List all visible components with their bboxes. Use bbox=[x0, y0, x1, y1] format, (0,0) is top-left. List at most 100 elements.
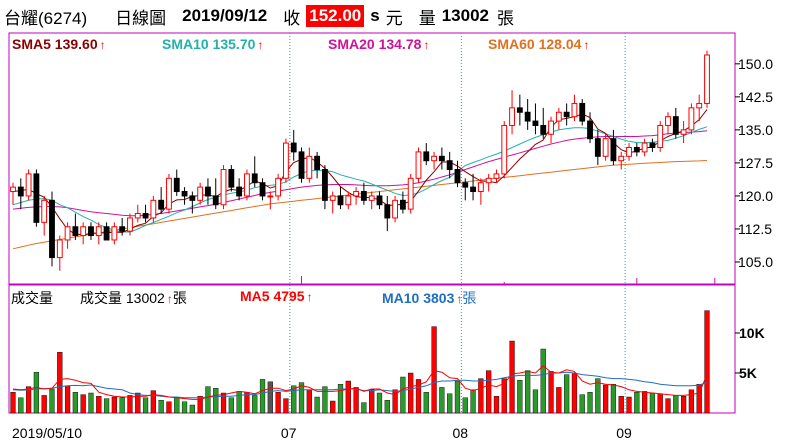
price-panel-frame bbox=[8, 32, 736, 285]
volume-bar bbox=[431, 326, 437, 414]
candle-body bbox=[228, 169, 235, 188]
candle-body bbox=[111, 226, 118, 241]
volume-bar bbox=[680, 396, 687, 414]
candle-body bbox=[501, 124, 508, 175]
volume-bar bbox=[579, 394, 585, 414]
candle-body bbox=[80, 226, 87, 237]
candle-body bbox=[150, 199, 157, 219]
volume-ma10-line bbox=[12, 371, 708, 399]
volume-bar bbox=[376, 392, 383, 414]
price-tick-label: 120.0 bbox=[738, 188, 773, 204]
legend-label: SMA10 135.70 bbox=[162, 36, 256, 52]
volume-bar bbox=[119, 397, 125, 414]
volume-bar bbox=[314, 396, 320, 414]
candle-body bbox=[594, 138, 601, 157]
candle-body bbox=[236, 186, 243, 197]
price-tick-label: 105.0 bbox=[738, 254, 773, 270]
candle-body bbox=[95, 226, 102, 237]
candle-body bbox=[548, 120, 554, 135]
candle-body bbox=[197, 186, 204, 201]
candle-body bbox=[345, 195, 352, 206]
volume-bar bbox=[564, 374, 570, 414]
x-axis-label: 07 bbox=[281, 425, 297, 441]
volume-bar bbox=[704, 310, 710, 414]
candle-body bbox=[283, 142, 289, 179]
up-arrow-icon: ↑ bbox=[99, 38, 106, 52]
volume-legend-item: MA10 3803 ↑張 bbox=[382, 288, 476, 308]
candle-body bbox=[173, 177, 180, 193]
volume-bar bbox=[361, 402, 367, 414]
volume-bar bbox=[80, 394, 86, 414]
candle-body bbox=[392, 199, 399, 219]
volume-bar bbox=[72, 392, 78, 414]
volume-bar bbox=[103, 398, 110, 414]
candle-body bbox=[672, 116, 679, 135]
candle-body bbox=[127, 217, 133, 232]
candle-body bbox=[384, 204, 391, 219]
candle-body bbox=[688, 107, 695, 131]
volume-bar bbox=[283, 398, 289, 414]
candle-body bbox=[540, 124, 547, 135]
close-price-badge: 152.00 bbox=[306, 5, 365, 27]
price-tick-label: 142.5 bbox=[738, 89, 773, 105]
candle-body bbox=[10, 186, 16, 193]
volume-bar bbox=[478, 378, 484, 414]
volume-bar bbox=[111, 396, 117, 414]
candle-body bbox=[633, 146, 640, 153]
volume-bar bbox=[64, 385, 71, 414]
volume-bar bbox=[415, 379, 422, 414]
price-tick-label: 150.0 bbox=[738, 56, 773, 72]
price-legend-item: SMA10 135.70 ↑ bbox=[162, 36, 263, 52]
candle-body bbox=[610, 138, 617, 162]
legend-label: SMA5 139.60 bbox=[12, 36, 98, 52]
sma5-line bbox=[12, 109, 708, 236]
candle-body bbox=[314, 155, 321, 171]
candle-body bbox=[509, 107, 515, 126]
up-arrow-icon: ↑ bbox=[423, 38, 430, 52]
candle-body bbox=[306, 155, 313, 179]
candle-body bbox=[25, 173, 32, 197]
volume-tick-label: 10K bbox=[739, 325, 765, 341]
candle-body bbox=[17, 186, 24, 197]
volume-bar bbox=[345, 380, 351, 414]
candle-body bbox=[657, 124, 664, 148]
volume-bar bbox=[18, 397, 24, 414]
legend-label: SMA20 134.78 bbox=[328, 36, 422, 52]
volume-bar bbox=[166, 401, 172, 414]
volume-legend-item: MA5 4795 ↑ bbox=[240, 288, 313, 304]
candle-body bbox=[56, 239, 63, 259]
candle-body bbox=[368, 195, 375, 201]
candle-body bbox=[220, 169, 227, 206]
candle-body bbox=[407, 177, 414, 210]
candle-body bbox=[454, 169, 461, 184]
volume-bar bbox=[384, 400, 390, 414]
volume-bar bbox=[642, 391, 648, 414]
volume-bar bbox=[158, 400, 164, 414]
candle-body bbox=[376, 195, 383, 206]
candle-body bbox=[641, 142, 648, 153]
volume-bar bbox=[595, 378, 601, 414]
stock-name: 台耀(6274) bbox=[4, 8, 88, 28]
period-label: 日線圖 bbox=[115, 8, 167, 28]
volume-ma5-line bbox=[12, 365, 708, 400]
candle-body bbox=[259, 182, 266, 197]
legend-label: MA5 4795 bbox=[240, 288, 305, 304]
candle-body bbox=[555, 111, 562, 122]
candle-body bbox=[212, 195, 219, 206]
volume-bar bbox=[96, 396, 102, 414]
candle-body bbox=[205, 186, 211, 197]
volume-bar bbox=[228, 397, 234, 414]
volume-bar bbox=[400, 376, 406, 414]
volume-bar bbox=[88, 392, 94, 414]
candle-body bbox=[290, 142, 297, 153]
candle-body bbox=[602, 138, 609, 157]
candle-body bbox=[49, 199, 55, 259]
volume-value: 13002 bbox=[441, 6, 489, 25]
volume-bar bbox=[571, 373, 578, 414]
candle-body bbox=[571, 102, 578, 118]
volume-bar bbox=[517, 380, 523, 414]
volume-bar bbox=[454, 380, 461, 414]
volume-bar bbox=[189, 404, 195, 414]
candle-body bbox=[103, 226, 110, 241]
volume-bar bbox=[236, 391, 242, 414]
